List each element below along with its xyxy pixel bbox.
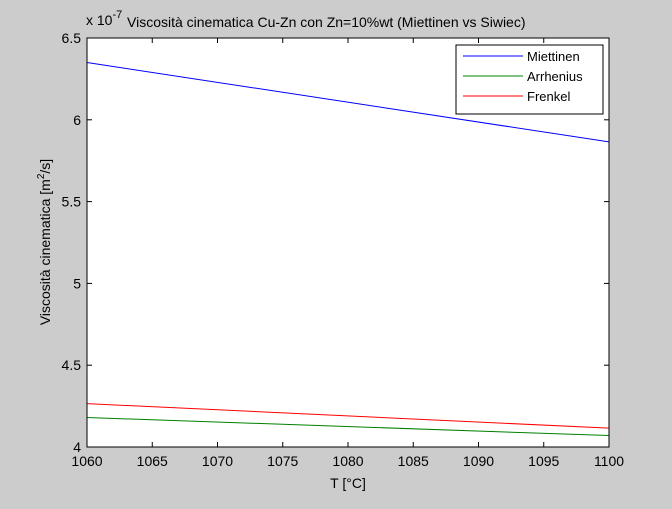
legend-label-miettinen: Miettinen [527, 49, 580, 64]
y-axis-label-end: /s] [37, 159, 53, 174]
y-axis-label: Viscosità cinematica [m2/s] [36, 159, 53, 325]
y-tick-label: 6.5 [62, 30, 82, 46]
x-tick-label: 1080 [332, 453, 363, 469]
x-tick-label: 1070 [202, 453, 233, 469]
y-axis-label-main: Viscosità cinematica [m [37, 179, 53, 325]
series-layer [86, 62, 610, 437]
x-tick-label: 1065 [137, 453, 168, 469]
x-tick-label: 1085 [398, 453, 429, 469]
x-axis-label: T [°C] [330, 475, 366, 491]
y-tick-label: 4 [73, 439, 81, 455]
x-tick-label: 1060 [71, 453, 102, 469]
legend-label-arrhenius: Arrhenius [527, 69, 583, 84]
x-tick-label: 1095 [528, 453, 559, 469]
x-tick-label: 1090 [463, 453, 494, 469]
x-tick-label: 1100 [594, 453, 624, 469]
y-exponent-prefix: x 10 [86, 12, 113, 28]
series-line-arrhenius [86, 417, 610, 437]
legend-items: Miettinen Arrhenius Frenkel [463, 49, 583, 104]
x-tick-label: 1075 [267, 453, 298, 469]
y-axis-label-sup: 2 [36, 173, 47, 179]
legend: Miettinen Arrhenius Frenkel [455, 44, 604, 115]
chart-title: Viscosità cinematica Cu-Zn con Zn=10%wt … [127, 14, 526, 30]
y-exponent-label: x 10-7 [86, 9, 122, 28]
y-tick-label: 4.5 [62, 357, 82, 373]
y-tick-label: 6 [73, 112, 81, 128]
y-exponent-value: -7 [112, 9, 122, 21]
legend-label-frenkel: Frenkel [527, 89, 570, 104]
ticks-layer: 1060 1065 1070 1075 1080 1085 1090 1095 1100 4 4.5… [62, 30, 625, 469]
y-tick-label: 5 [73, 275, 81, 291]
series-line-frenkel [86, 403, 610, 429]
plot-frame [86, 37, 610, 448]
y-tick-label: 5.5 [62, 194, 82, 210]
series-line-miettinen [86, 62, 610, 143]
